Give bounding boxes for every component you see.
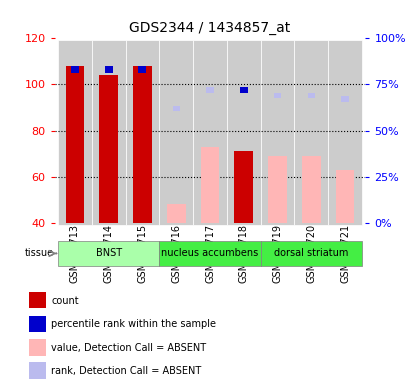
Bar [308, 93, 315, 98]
Bar [206, 87, 214, 93]
Bar [159, 242, 261, 266]
Bar [341, 96, 349, 102]
Bar [133, 66, 152, 223]
Bar [100, 75, 118, 223]
Bar [336, 170, 354, 223]
FancyBboxPatch shape [92, 40, 126, 225]
Title: GDS2344 / 1434857_at: GDS2344 / 1434857_at [129, 21, 291, 35]
Bar [29, 362, 46, 379]
Bar [29, 316, 46, 332]
FancyBboxPatch shape [294, 40, 328, 225]
Bar [274, 93, 281, 98]
Bar [234, 151, 253, 223]
Text: rank, Detection Call = ABSENT: rank, Detection Call = ABSENT [51, 366, 202, 376]
Bar [58, 242, 159, 266]
Bar [29, 292, 46, 308]
Text: count: count [51, 296, 79, 306]
Text: dorsal striatum: dorsal striatum [274, 248, 349, 258]
Bar [268, 156, 287, 223]
FancyBboxPatch shape [126, 40, 159, 225]
Text: value, Detection Call = ABSENT: value, Detection Call = ABSENT [51, 343, 206, 353]
Text: tissue: tissue [25, 248, 54, 258]
Bar [66, 66, 84, 223]
Bar [261, 242, 362, 266]
FancyBboxPatch shape [328, 40, 362, 225]
FancyBboxPatch shape [193, 40, 227, 225]
Bar [302, 156, 320, 223]
Bar [138, 66, 147, 73]
Text: BNST: BNST [96, 248, 122, 258]
Bar [173, 106, 180, 111]
Bar [29, 339, 46, 356]
FancyBboxPatch shape [261, 40, 294, 225]
Bar [105, 66, 113, 73]
Bar [240, 86, 248, 93]
Bar [71, 66, 79, 73]
Text: percentile rank within the sample: percentile rank within the sample [51, 319, 216, 329]
Bar [167, 204, 186, 223]
FancyBboxPatch shape [159, 40, 193, 225]
FancyBboxPatch shape [58, 40, 92, 225]
Bar [201, 147, 219, 223]
FancyBboxPatch shape [227, 40, 261, 225]
Text: nucleus accumbens: nucleus accumbens [161, 248, 259, 258]
